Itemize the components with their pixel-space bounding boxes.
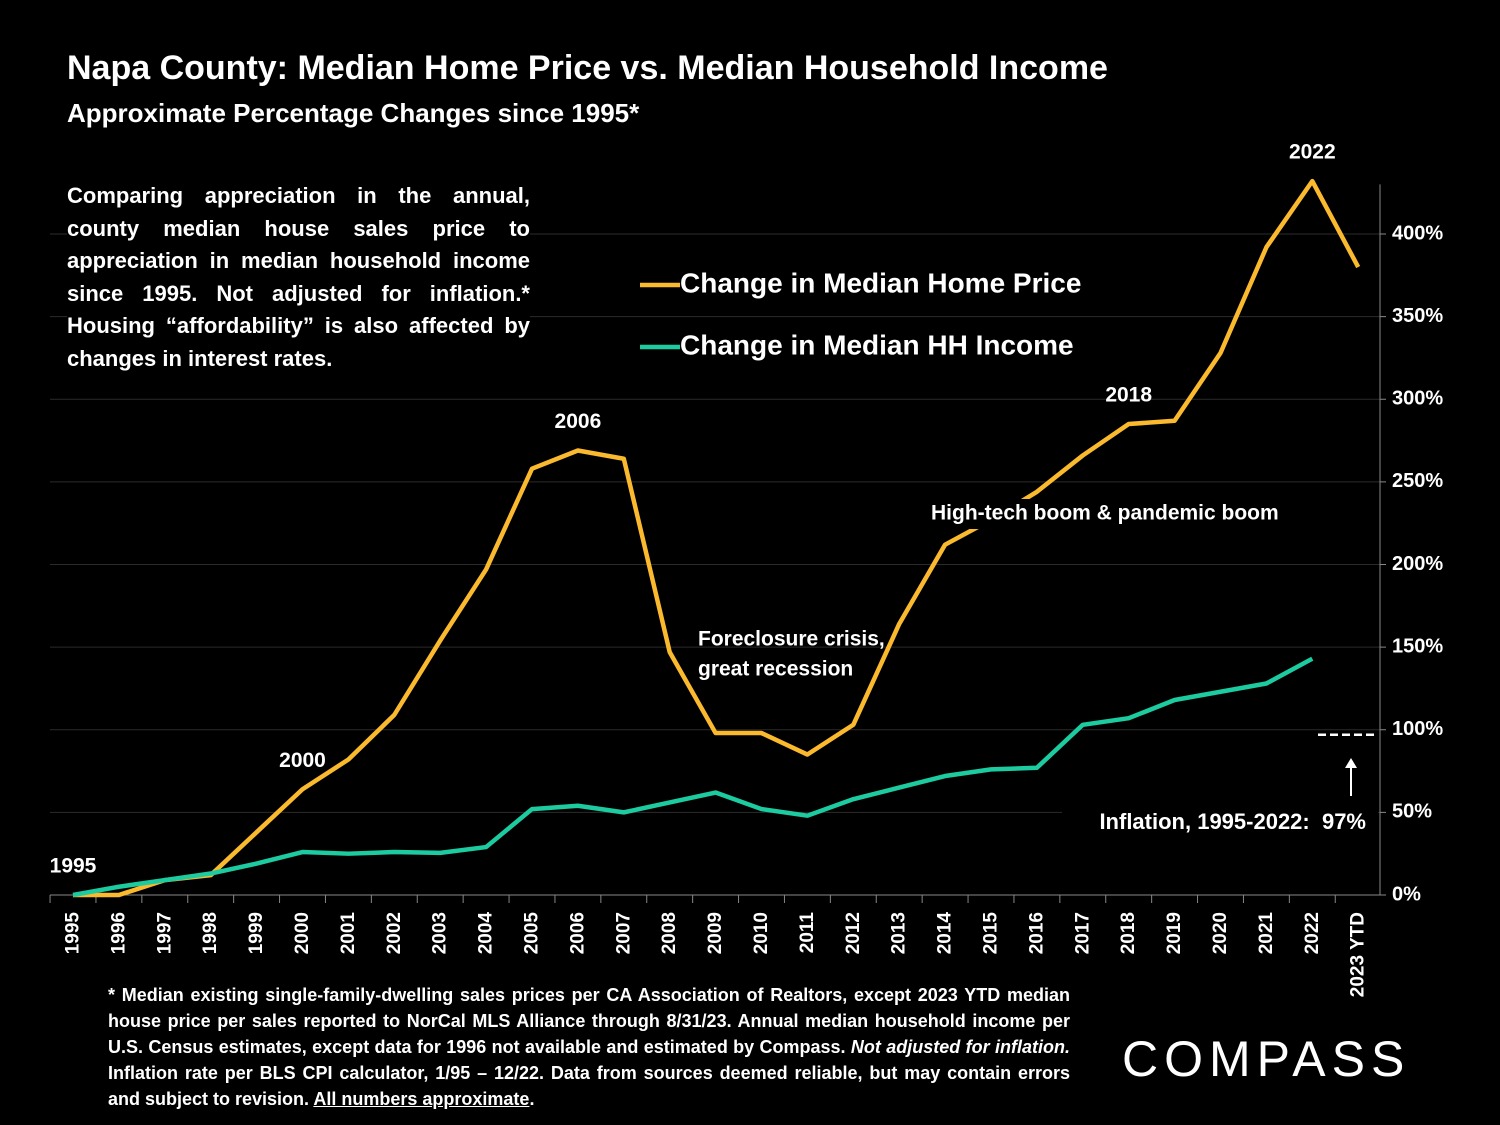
x-tick-label: 2016 [1026, 912, 1047, 954]
annotation: High-tech boom & pandemic boom [931, 502, 1279, 525]
x-tick-label: 1998 [200, 912, 221, 954]
annotation-bg [922, 499, 1304, 529]
x-tick-label: 2005 [522, 912, 543, 955]
y-tick-label: 100% [1392, 718, 1443, 740]
x-tick-label: 2023 YTD [1348, 912, 1369, 997]
x-tick-label: 2018 [1118, 912, 1139, 954]
y-tick-label: 400% [1392, 222, 1443, 244]
x-tick-label: 2020 [1210, 912, 1231, 954]
legend-label: Change in Median HH Income [680, 329, 1074, 360]
x-tick-label: 1997 [154, 912, 175, 954]
x-tick-label: 2002 [384, 912, 405, 954]
x-tick-label: 2006 [567, 912, 588, 954]
annotation: great recession [698, 658, 853, 681]
y-tick-label: 350% [1392, 305, 1443, 327]
x-tick-label: 2022 [1302, 912, 1323, 954]
series-line [73, 178, 1361, 898]
x-tick-label: 2000 [292, 912, 313, 954]
inflation-label: Inflation, 1995-2022: 97% [1099, 809, 1366, 834]
y-tick-label: 300% [1392, 388, 1443, 410]
footnote: * Median existing single-family-dwelling… [108, 982, 1070, 1112]
point-label: 2022 [1289, 141, 1336, 164]
y-tick-label: 250% [1392, 470, 1443, 492]
x-tick-label: 2012 [843, 912, 864, 954]
x-tick-label: 2009 [705, 912, 726, 954]
annotation: Foreclosure crisis, [698, 628, 885, 651]
point-label: 2018 [1105, 384, 1152, 407]
x-tick-label: 2019 [1164, 912, 1185, 954]
footnote-text: * Median existing single-family-dwelling… [108, 985, 1070, 1057]
footnote-text: . [529, 1089, 535, 1109]
y-tick-label: 150% [1392, 635, 1443, 657]
chart-subtitle: Approximate Percentage Changes since 199… [67, 98, 640, 128]
footnote-underline: All numbers approximate [313, 1089, 530, 1109]
point-label: 2006 [555, 410, 602, 433]
x-tick-label: 2013 [889, 912, 910, 954]
logo: COMPASS [1122, 1031, 1411, 1087]
inflation-bg [1062, 806, 1378, 842]
x-tick-label: 2021 [1256, 912, 1277, 955]
description: Comparing appreciation in the annual, co… [67, 180, 530, 375]
y-tick-label: 50% [1392, 801, 1432, 823]
x-tick-label: 1999 [246, 912, 267, 954]
x-tick-label: 2011 [797, 912, 818, 954]
x-tick-label: 2004 [476, 912, 497, 955]
x-tick-label: 2001 [338, 912, 359, 955]
chart-title: Napa County: Median Home Price vs. Media… [67, 49, 1108, 87]
footnote-text: Inflation rate per BLS CPI calculator, 1… [108, 1063, 1070, 1109]
x-tick-label: 2017 [1072, 912, 1093, 954]
point-label: 2000 [279, 749, 326, 772]
footnote-italic: Not adjusted for inflation. [850, 1037, 1070, 1057]
point-label: 1995 [50, 855, 97, 878]
y-tick-label: 0% [1392, 883, 1421, 905]
x-tick-label: 2014 [935, 912, 956, 955]
x-tick-label: 1995 [63, 912, 84, 955]
y-tick-label: 200% [1392, 553, 1443, 575]
x-tick-label: 2010 [751, 912, 772, 954]
legend-label: Change in Median Home Price [680, 267, 1081, 298]
x-tick-label: 1996 [108, 912, 129, 954]
series-line [72, 656, 1314, 898]
x-tick-label: 2015 [981, 912, 1002, 955]
arrow-head [1345, 758, 1357, 768]
x-tick-label: 2007 [613, 912, 634, 954]
x-tick-label: 2008 [659, 912, 680, 954]
x-tick-label: 2003 [430, 912, 451, 954]
